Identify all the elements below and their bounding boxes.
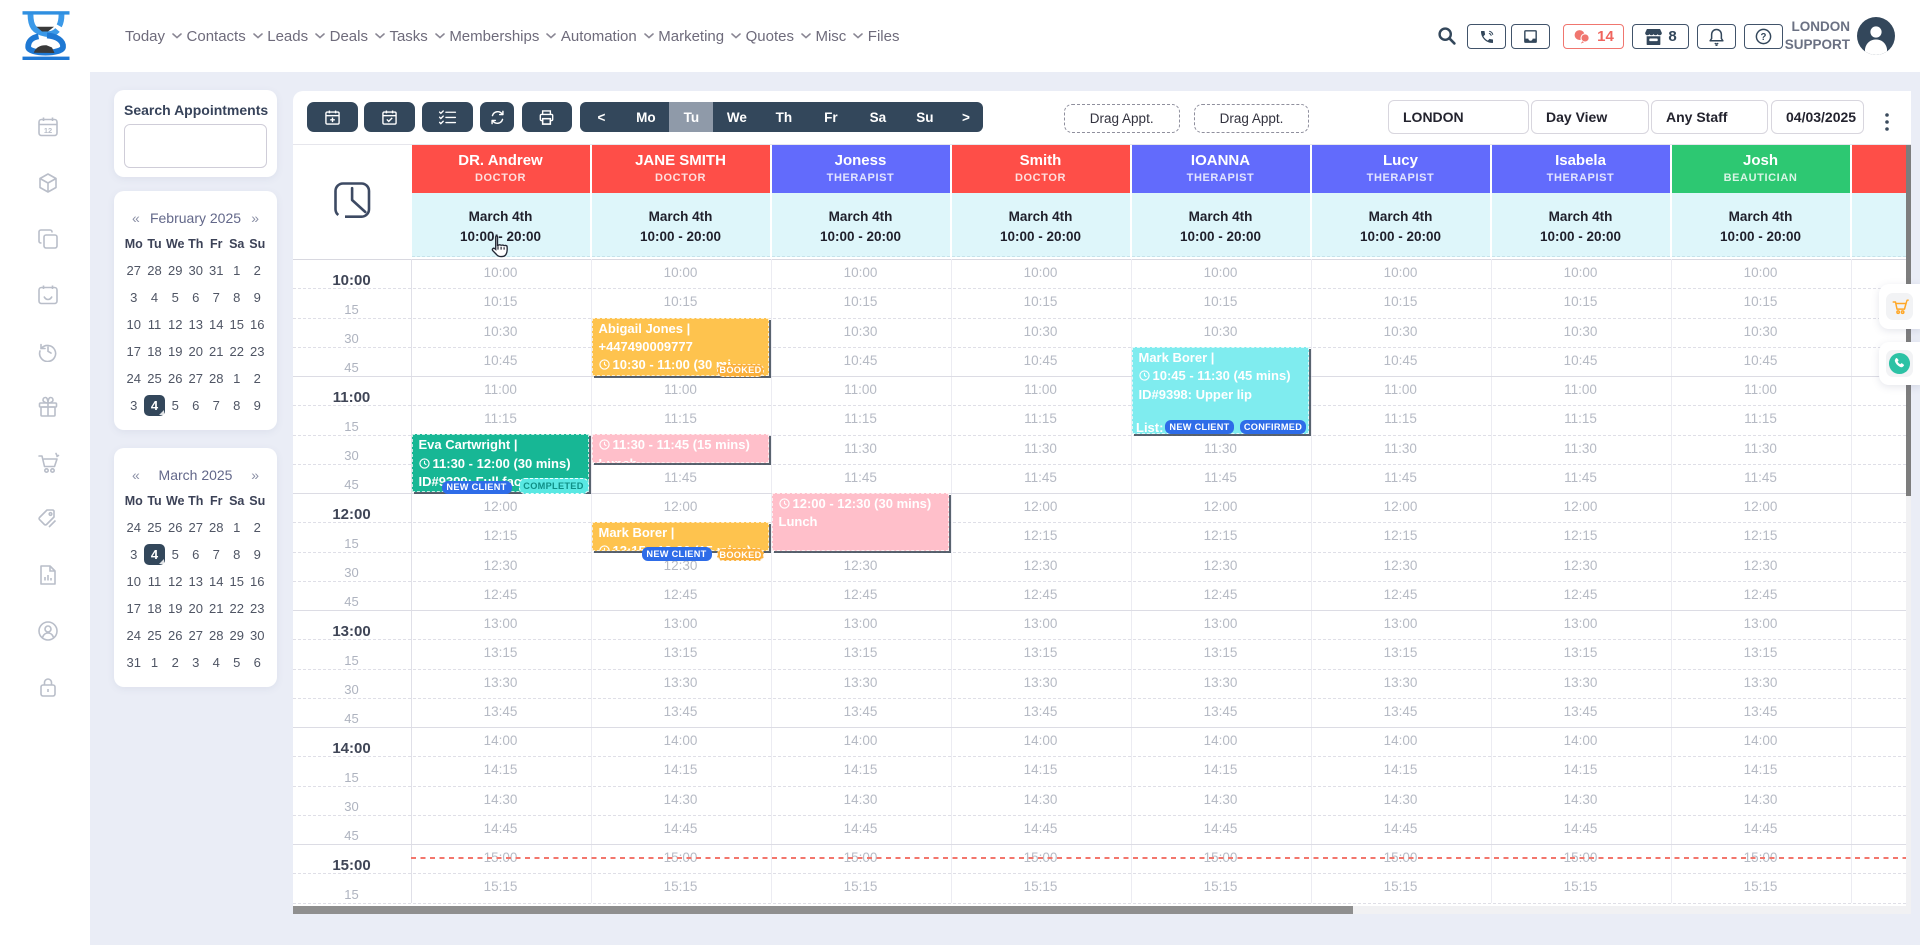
svg-text:12: 12 <box>44 126 52 135</box>
svg-text:?: ? <box>1761 32 1767 43</box>
